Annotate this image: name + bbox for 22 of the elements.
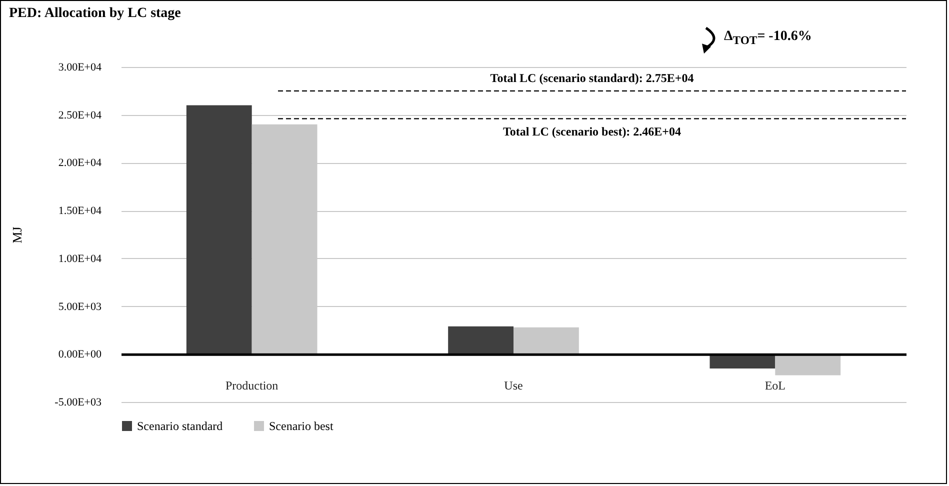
- chart-title: PED: Allocation by LC stage: [9, 6, 181, 22]
- x-tick-label: Production: [225, 378, 278, 393]
- bar: [514, 327, 579, 354]
- y-tick-label: 2.50E+04: [58, 109, 102, 122]
- legend-label: Scenario standard: [137, 419, 223, 433]
- y-tick-label: 0.00E+00: [58, 348, 102, 361]
- y-tick-label: -5.00E+03: [54, 396, 102, 408]
- bar: [186, 105, 252, 354]
- y-tick-label: 3.00E+04: [58, 62, 102, 74]
- annotation: Total LC (scenario standard): 2.75E+04: [490, 70, 694, 85]
- y-axis-title: MJ: [10, 226, 25, 244]
- x-tick-label: EoL: [764, 378, 786, 393]
- bar: [448, 326, 514, 354]
- y-tick-label: 2.00E+04: [58, 157, 102, 170]
- legend-label: Scenario best: [269, 419, 334, 433]
- y-tick-label: 1.50E+04: [58, 205, 102, 218]
- y-tick-label: 1.00E+04: [58, 252, 102, 265]
- bar: [775, 354, 841, 376]
- text: Δ$_{TOT}$= -10.6%: [724, 28, 812, 47]
- x-tick-label: Use: [504, 378, 523, 393]
- y-tick-label: 5.00E+03: [58, 300, 102, 313]
- annotation: Total LC (scenario best): 2.46E+04: [502, 124, 682, 139]
